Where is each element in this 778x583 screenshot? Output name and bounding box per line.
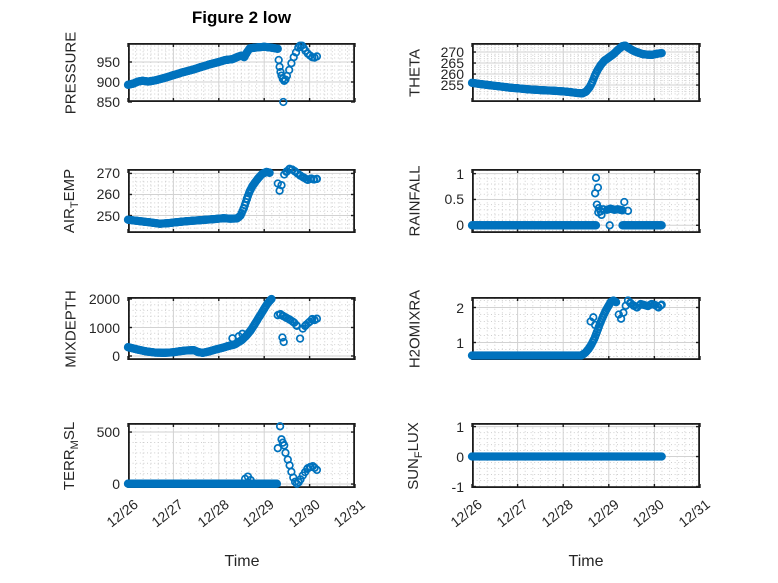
major-grid [129,44,354,101]
plot-box [127,296,355,361]
plot-box [471,296,700,361]
plot-box [127,42,355,103]
data-markers-sun_flux [467,452,666,461]
y-axis-label-air_temp: AIRTEMP [61,169,81,233]
plot-box [127,168,355,234]
y-tick-label: 270 [440,44,464,61]
x-axis-label-right: Time [568,553,604,570]
x-tick-label: 12/26 [447,496,485,531]
y-tick-label: 0 [456,448,464,465]
data-markers-rainfall [467,173,666,230]
x-axis-label-left: Time [224,553,260,570]
y-axis-label-h2omixra: H2OMIXRA [407,289,424,367]
y-tick-label: 850 [96,94,120,110]
y-axis-label-text: EMP [61,168,78,202]
y-axis-label-text: TERR [61,448,78,490]
data-markers-h2omixra [467,296,666,360]
subplot-rainfall [467,168,701,234]
y-tick-label: 500 [96,424,120,441]
y-axis-label-pressure: PRESSURE [63,31,80,114]
plot-box [471,42,700,103]
y-axis-label-text: LUX [405,421,422,451]
y-axis-label-sun_flux: SUNFLUX [405,422,425,490]
data-markers-air_temp [123,164,322,228]
subplot-pressure [123,41,356,107]
data-markers-theta [467,41,666,98]
y-axis-label-text: PRESSURE [62,31,80,114]
y-axis-label-rainfall: RAINFALL [407,166,424,237]
y-tick-label: 0 [456,217,464,234]
y-axis-label-subscript: T [69,201,81,209]
y-tick-label: 1 [456,165,464,182]
y-tick-label: 2 [456,299,464,316]
y-tick-label: 255 [440,77,464,94]
y-axis-label-text: THETA [406,48,424,97]
y-axis-label-theta: THETA [407,48,424,96]
y-tick-label: -1 [451,478,464,495]
y-tick-label: 265 [440,55,464,72]
y-tick-label: 260 [96,186,120,203]
subplot-air_temp [123,164,356,234]
y-tick-label: 1 [456,334,464,351]
y-axis-label-text: RAINFALL [406,165,424,237]
x-tick-label: 12/27 [148,496,187,531]
y-axis-label-subscript: M [69,439,81,449]
data-markers-terr_msl [123,422,322,488]
y-tick-label: 0 [112,476,120,493]
y-axis-label-text: SUN [405,457,422,490]
y-tick-label: 0 [112,348,120,364]
y-tick-label: 260 [440,66,464,83]
y-axis-label-text: MIXDEPTH [62,289,80,368]
subplot-mixdepth [123,294,356,361]
y-axis-label-terr_msl: TERRMSL [61,421,81,489]
y-tick-label: 1000 [88,319,120,336]
y-tick-label: 900 [96,74,120,90]
y-axis-label-mixdepth: MIXDEPTH [63,290,80,368]
subplot-sun_flux [467,422,701,489]
y-axis-label-text: AIR [61,208,78,234]
x-tick-label: 12/30 [629,496,668,531]
y-axis-label-subscript: F [413,450,425,458]
data-markers-pressure [123,41,322,107]
y-tick-label: 2000 [88,290,120,307]
data-markers-mixdepth [123,294,322,358]
subplot-terr_msl [123,422,356,489]
y-tick-label: 950 [96,54,120,70]
subplot-h2omixra [467,296,701,361]
figure-title: Figure 2 low [191,8,292,27]
y-tick-label: 0.5 [444,191,464,208]
plot-box [471,168,700,234]
minor-grid [473,298,699,359]
y-tick-label: 250 [96,207,120,224]
y-axis-label-text: SL [61,421,78,440]
subplot-theta [467,41,701,103]
y-tick-label: 1 [456,418,464,435]
x-tick-label: 12/31 [675,496,713,531]
y-tick-label: 270 [96,165,120,182]
y-axis-label-text: H2OMIXRA [406,289,424,368]
